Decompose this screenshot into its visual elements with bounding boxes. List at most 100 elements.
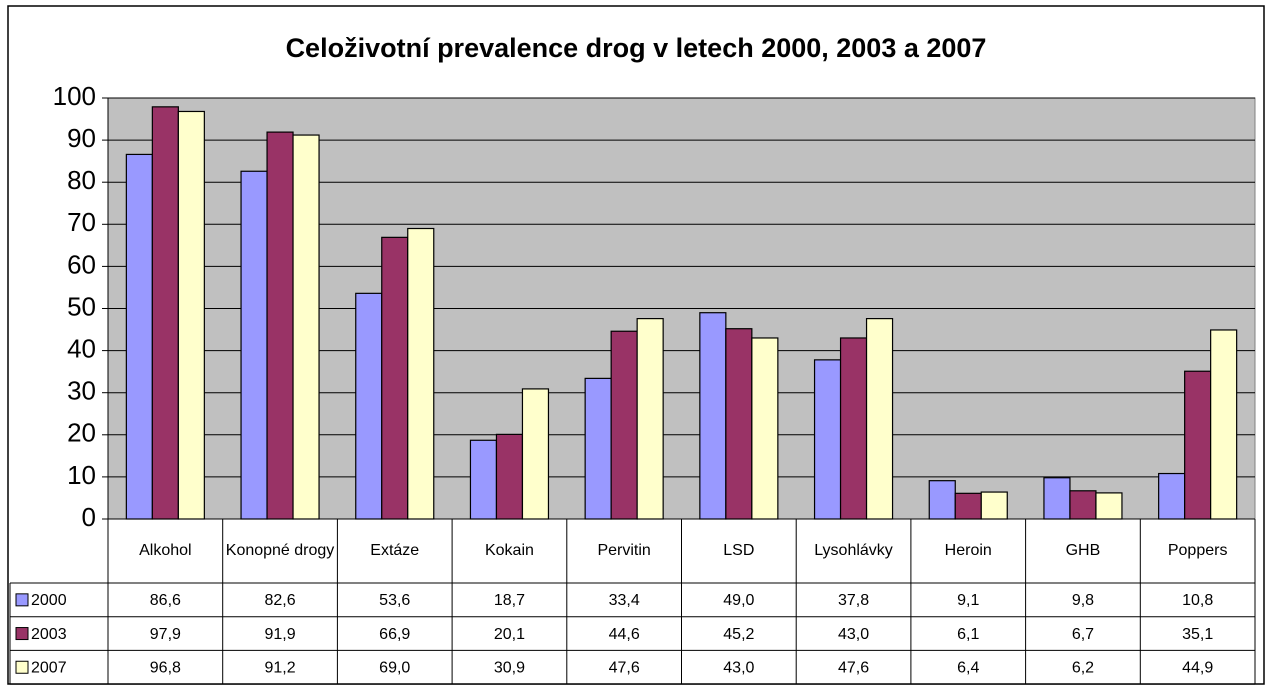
table-value: 20,1 <box>494 626 525 643</box>
x-tick-label-box: Alkohol <box>139 542 192 559</box>
table-value: 44,9 <box>1182 659 1213 676</box>
x-tick-label: Pervitin <box>597 542 651 559</box>
bar <box>355 292 383 520</box>
table-value: 37,8 <box>838 592 869 609</box>
bar <box>865 318 894 520</box>
bar <box>1210 329 1238 520</box>
legend-label: 2007 <box>31 659 67 676</box>
table-value: 30,9 <box>494 659 525 676</box>
bar <box>839 337 868 520</box>
table-value: 43,0 <box>723 659 754 676</box>
y-tick-label: 60 <box>67 249 96 279</box>
bar <box>469 439 498 520</box>
table-value: 6,7 <box>1072 626 1094 643</box>
bar <box>1184 370 1212 520</box>
table-value: 91,2 <box>264 659 295 676</box>
x-tick-label: Lysohlávky <box>814 542 893 559</box>
bar <box>495 433 524 520</box>
y-tick-label: 20 <box>67 418 96 448</box>
bar <box>1043 477 1071 520</box>
bar <box>751 337 779 520</box>
bar <box>151 106 179 520</box>
table-value: 33,4 <box>609 592 640 609</box>
table-value: 47,6 <box>609 659 640 676</box>
table-value: 96,8 <box>150 659 181 676</box>
table-value: 9,8 <box>1072 592 1094 609</box>
x-tick-label: Heroin <box>944 542 992 559</box>
bar <box>954 492 982 520</box>
table-value: 6,4 <box>957 659 979 676</box>
x-tick-label: Konopné drogy <box>225 542 335 559</box>
x-tick-label-box: Lysohlávky <box>814 542 893 559</box>
bar <box>813 359 842 520</box>
table-value: 91,9 <box>264 626 295 643</box>
table-value: 47,6 <box>838 659 869 676</box>
x-tick-label: Alkohol <box>139 542 192 559</box>
x-tick-label-box: Pervitin <box>597 542 651 559</box>
table-value: 18,7 <box>494 592 525 609</box>
y-tick-label: 30 <box>67 376 96 406</box>
x-tick-label: Poppers <box>1167 542 1228 559</box>
table-value: 86,6 <box>150 592 181 609</box>
bar <box>381 236 409 520</box>
legend-swatch <box>15 593 29 607</box>
table-value: 66,9 <box>379 626 410 643</box>
x-tick-label: LSD <box>723 542 755 559</box>
x-tick-label-box: LSD <box>723 542 755 559</box>
table-value: 45,2 <box>723 626 754 643</box>
bar <box>699 312 727 520</box>
bar <box>1095 492 1123 520</box>
legend-label: 2003 <box>31 626 67 643</box>
bar <box>584 377 612 520</box>
y-tick-label: 40 <box>67 333 96 363</box>
table-value: 44,6 <box>609 626 640 643</box>
bar <box>980 491 1008 520</box>
table-value: 49,0 <box>723 592 754 609</box>
bar <box>125 153 153 520</box>
x-tick-label-box: Extáze <box>370 542 420 559</box>
y-tick-label: 10 <box>67 460 96 490</box>
bar <box>636 318 664 520</box>
legend-swatch <box>15 660 29 674</box>
table-value: 82,6 <box>264 592 295 609</box>
bar <box>292 134 320 520</box>
table-value: 97,9 <box>150 626 181 643</box>
bar <box>177 110 205 520</box>
table-value: 6,2 <box>1072 659 1094 676</box>
bar <box>1069 490 1097 520</box>
table-value: 6,1 <box>957 626 979 643</box>
legend-swatch <box>15 627 29 641</box>
y-tick-label: 0 <box>82 502 96 532</box>
y-tick-label: 90 <box>67 123 96 153</box>
y-tick-label: 50 <box>67 291 96 321</box>
bar <box>521 388 550 520</box>
bar <box>928 480 956 520</box>
y-tick-label: 80 <box>67 165 96 195</box>
table-value: 10,8 <box>1182 592 1213 609</box>
x-tick-label-box: Konopné drogy <box>225 542 335 559</box>
x-tick-label-box: Poppers <box>1167 542 1228 559</box>
x-tick-label-box: GHB <box>1065 542 1101 559</box>
legend-label: 2000 <box>31 592 67 609</box>
y-tick-label: 70 <box>67 207 96 237</box>
table-value: 35,1 <box>1182 626 1213 643</box>
bar <box>240 170 268 520</box>
bar <box>407 227 435 520</box>
table-value: 9,1 <box>957 592 979 609</box>
x-tick-label-box: Kokain <box>484 542 534 559</box>
bar <box>610 330 638 520</box>
table-value: 53,6 <box>379 592 410 609</box>
x-tick-label: GHB <box>1065 542 1101 559</box>
x-tick-label: Extáze <box>370 542 420 559</box>
bar <box>725 328 753 520</box>
bar <box>1158 472 1186 520</box>
y-tick-label: 100 <box>53 81 96 111</box>
chart-title: Celoživotní prevalence drog v letech 200… <box>286 33 987 63</box>
x-tick-label-box: Heroin <box>944 542 992 559</box>
bar <box>266 131 294 520</box>
table-value: 43,0 <box>838 626 869 643</box>
x-tick-label: Kokain <box>484 542 534 559</box>
table-value: 69,0 <box>379 659 410 676</box>
